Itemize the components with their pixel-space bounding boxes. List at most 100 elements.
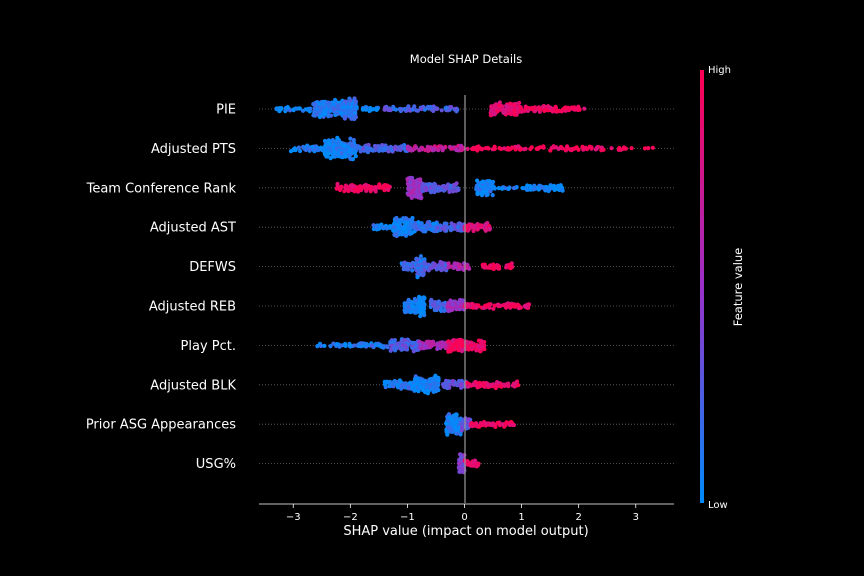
- shap-point: [409, 195, 414, 200]
- shap-point: [413, 388, 418, 393]
- shap-point: [410, 268, 415, 273]
- shap-point: [435, 343, 440, 348]
- shap-point: [380, 225, 386, 230]
- shap-point: [401, 226, 406, 232]
- shap-point: [424, 265, 429, 270]
- shap-point: [388, 108, 393, 113]
- shap-point: [379, 185, 384, 190]
- shap-point: [542, 186, 547, 191]
- shap-point: [343, 343, 348, 348]
- shap-point: [470, 147, 476, 152]
- shap-point: [413, 310, 418, 315]
- shap-point: [324, 100, 329, 105]
- shap-point: [378, 146, 383, 151]
- shap-point: [465, 146, 470, 151]
- feature-label: DEFWS: [189, 260, 236, 275]
- shap-point: [382, 382, 388, 387]
- shap-point: [374, 185, 379, 190]
- shap-point: [370, 343, 375, 348]
- x-axis: −3 −2 −1 0 1 2 3: [259, 503, 674, 523]
- shap-point: [385, 183, 390, 188]
- shap-point: [650, 145, 655, 150]
- shap-point: [464, 265, 469, 270]
- shap-point: [293, 147, 298, 153]
- shap-point: [502, 383, 507, 388]
- shap-point: [421, 382, 426, 387]
- shap-point: [418, 177, 423, 182]
- shap-point: [327, 151, 332, 156]
- shap-point: [314, 145, 319, 151]
- shap-point: [324, 106, 329, 111]
- shap-point: [314, 107, 320, 112]
- shap-point: [382, 107, 387, 112]
- shap-point: [323, 143, 328, 149]
- shap-point: [449, 417, 454, 422]
- shap-point: [439, 268, 444, 273]
- shap-point: [403, 345, 409, 350]
- shap-point: [348, 156, 353, 161]
- shap-point: [417, 268, 422, 273]
- shap-point: [458, 383, 463, 389]
- shap-point: [474, 380, 479, 385]
- shap-point: [460, 298, 465, 303]
- shap-point: [548, 148, 553, 153]
- shap-point: [580, 144, 585, 149]
- shap-point: [417, 194, 423, 199]
- shap-point: [413, 194, 418, 199]
- shap-point: [506, 186, 511, 191]
- shap-point: [423, 225, 429, 230]
- shap-point: [500, 186, 505, 191]
- shap-point: [432, 385, 437, 390]
- shap-point: [490, 193, 495, 198]
- shap-point: [285, 105, 290, 110]
- shap-point: [403, 303, 408, 308]
- shap-point: [361, 107, 366, 112]
- shap-point: [582, 106, 587, 111]
- shap-point: [430, 226, 435, 231]
- shap-point: [419, 346, 424, 351]
- shap-point: [476, 344, 481, 349]
- shap-point: [457, 457, 462, 463]
- shap-point: [457, 262, 462, 267]
- shap-point: [397, 378, 402, 383]
- shap-point: [335, 181, 340, 187]
- shap-point: [553, 104, 558, 109]
- shap-point: [307, 147, 313, 152]
- feature-label: Adjusted PTS: [151, 142, 236, 157]
- shap-point: [412, 104, 417, 109]
- shap-point: [480, 180, 485, 185]
- shap-point: [522, 147, 527, 152]
- shap-point: [466, 462, 471, 467]
- shap-point: [501, 303, 506, 308]
- shap-point: [415, 275, 420, 280]
- shap-point: [444, 105, 449, 110]
- shap-point: [546, 187, 551, 192]
- shap-point: [419, 147, 424, 152]
- shap-point: [450, 189, 456, 194]
- shap-point: [492, 112, 497, 117]
- shap-point: [411, 305, 416, 310]
- shap-point: [410, 107, 415, 112]
- shap-point: [475, 190, 480, 195]
- shap-point: [435, 300, 440, 305]
- shap-point: [529, 106, 534, 111]
- shap-point: [495, 420, 500, 425]
- shap-point: [528, 184, 533, 189]
- shap-point: [436, 305, 441, 310]
- shap-point: [376, 343, 381, 348]
- shap-point: [335, 111, 340, 116]
- shap-point: [419, 106, 424, 112]
- shap-point: [447, 189, 452, 194]
- shap-point: [401, 261, 406, 266]
- shap-point: [446, 261, 451, 266]
- shap-point: [524, 187, 529, 192]
- shap-point: [392, 378, 397, 384]
- shap-point: [403, 230, 408, 235]
- shap-point: [507, 422, 512, 427]
- x-ticks: −3 −2 −1 0 1 2 3: [286, 504, 639, 523]
- shap-point: [353, 154, 358, 159]
- shap-point: [394, 216, 399, 221]
- shap-point: [434, 106, 440, 111]
- shap-points: [274, 96, 655, 475]
- shap-point: [467, 304, 473, 309]
